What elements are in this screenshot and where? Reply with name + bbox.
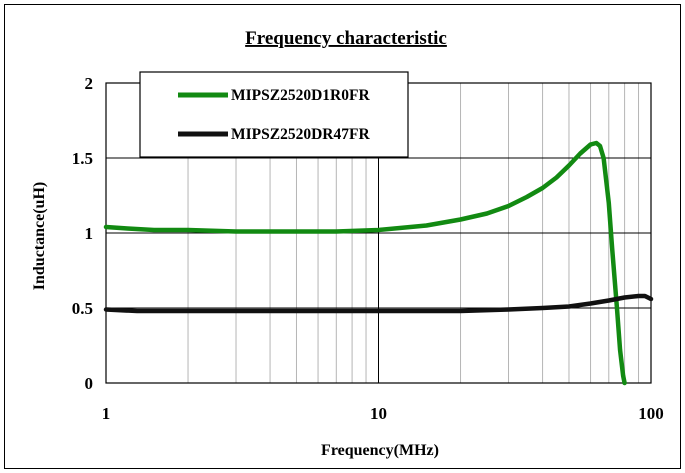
y-tick-label: 0.5 [72, 299, 93, 318]
x-tick-label: 1 [102, 404, 111, 423]
y-axis-label: Inductance(uH) [31, 182, 48, 290]
tick-labels: 1 10 100 0 0.5 1 1.5 2 [72, 74, 664, 423]
chart-title: Frequency characteristic [245, 28, 447, 49]
legend: MIPSZ2520D1R0FR MIPSZ2520DR47FR [139, 71, 409, 158]
x-tick-label: 100 [638, 404, 664, 423]
y-tick-label: 1 [85, 224, 94, 243]
legend-label-series-1: MIPSZ2520D1R0FR [231, 87, 370, 104]
y-tick-label: 1.5 [72, 149, 93, 168]
series-line-2 [103, 293, 654, 314]
legend-label-series-2: MIPSZ2520DR47FR [231, 126, 370, 143]
y-tick-label: 0 [85, 374, 94, 393]
legend-box [139, 71, 409, 158]
x-axis-label: Frequency(MHz) [321, 442, 439, 459]
series-layer [103, 140, 654, 386]
series-line-1 [103, 140, 627, 386]
x-tick-label: 10 [370, 404, 387, 423]
y-tick-label: 2 [85, 74, 94, 93]
